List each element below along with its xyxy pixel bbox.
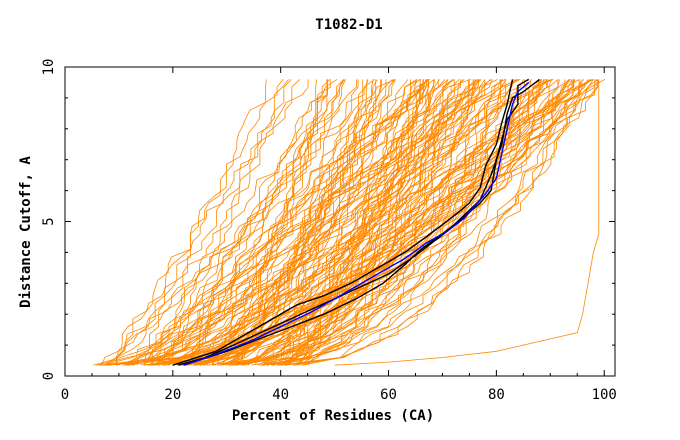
orange-model-line [100,79,470,366]
orange-model-line [241,79,560,366]
y-tick-label: 10 [41,59,57,76]
y-tick-label: 5 [41,217,57,225]
orange-model-line [115,79,292,366]
x-tick-label: 40 [272,387,289,403]
orange-model-line [157,79,387,366]
orange-model-line [305,79,573,366]
orange-model-line [272,79,547,366]
orange-model-line [148,79,431,366]
orange-model-line [254,79,580,366]
orange-model-line [204,79,570,366]
orange-model-line [181,79,525,366]
y-tick-label: 0 [41,372,57,380]
x-tick-label: 0 [61,387,69,403]
orange-model-line [284,79,596,366]
orange-model-line [158,79,338,366]
orange-model-line [280,79,592,366]
x-axis-label: Percent of Residues (CA) [232,408,434,424]
orange-model-line [105,79,267,366]
orange-model-line [129,79,491,366]
y-axis-label: Distance Cutoff, A [18,156,34,308]
orange-model-line [228,79,506,366]
orange-model-line [193,79,318,366]
x-tick-label: 60 [380,387,397,403]
axis-ticks: 0 20 40 60 80 100 0 5 10 [41,59,617,403]
x-tick-label: 80 [488,387,505,403]
orange-model-line [287,79,482,366]
orange-model-line [116,79,309,366]
orange-model-line [240,79,594,366]
orange-model-line [183,79,421,366]
orange-model-line [168,79,518,366]
orange-model-line [263,79,559,366]
orange-model-line [196,79,346,366]
orange-model-line [237,79,479,366]
orange-model-line [132,79,409,366]
orange-model-line [219,79,543,366]
orange-model-line [142,79,393,366]
orange-model-line [211,79,421,366]
x-tick-label: 20 [164,387,181,403]
orange-model-line [260,79,465,366]
orange-model-line [193,79,454,366]
orange-model-line [188,79,331,366]
orange-model-line [287,79,430,366]
series-line-model-outlier [334,79,600,366]
orange-model-line [115,79,446,366]
orange-model-line [147,79,476,366]
orange-model-line [117,79,418,366]
orange-model-line [96,79,479,366]
orange-model-line [266,79,542,366]
orange-model-line [301,79,552,366]
orange-model-line [233,79,507,366]
orange-model-line [124,79,540,366]
orange-model-line [212,79,552,366]
orange-model-line [278,79,524,366]
orange-model-line [123,79,359,366]
orange-model-line [143,79,289,366]
orange-model-line [169,79,435,366]
orange-model-line [293,79,585,366]
orange-model-line [153,79,344,366]
orange-model-line [241,79,598,366]
orange-model-line [218,79,549,366]
orange-model-line [108,79,596,366]
orange-model-line [152,79,396,366]
orange-model-line [106,79,566,366]
orange-model-line [259,79,598,366]
orange-model-line [271,79,455,366]
orange-model-lines [92,79,605,366]
series-lines [172,78,600,366]
orange-model-line [298,79,486,366]
chart-title: T1082-D1 [315,17,382,33]
orange-model-line [102,79,345,366]
orange-model-line [164,79,460,366]
orange-model-line [223,79,378,366]
series-line-model-black-2 [172,79,514,366]
series-line-model-blue [183,81,530,366]
orange-model-line [261,79,502,366]
orange-model-line [195,79,424,366]
orange-model-line [240,79,529,366]
series-line-model-black-1 [178,78,540,366]
x-tick-label: 100 [592,387,617,403]
orange-model-line [184,79,328,366]
orange-model-line [285,79,474,366]
orange-model-line [263,79,571,366]
orange-model-line [295,79,591,366]
orange-model-line [173,79,440,366]
orange-model-line [164,79,428,366]
orange-model-line [270,79,544,366]
orange-model-line [145,79,486,366]
